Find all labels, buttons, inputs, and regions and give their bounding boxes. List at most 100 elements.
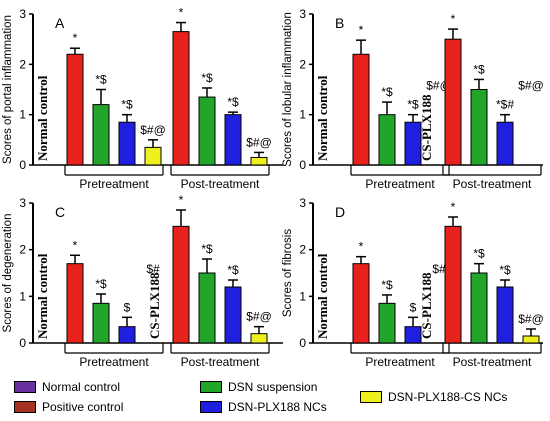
significance-label: *$: [381, 85, 393, 99]
bar: [118, 121, 136, 166]
significance-label: *: [359, 240, 364, 254]
bar: [92, 302, 110, 344]
significance-label: *$: [201, 71, 213, 85]
bar: [496, 286, 514, 344]
significance-label: *: [451, 12, 456, 26]
panel-label: B: [335, 15, 344, 31]
y-tick-label: 1: [299, 289, 306, 303]
significance-label: *$#: [496, 98, 514, 112]
significance-label: $#@: [518, 312, 544, 326]
significance-label: *$: [95, 277, 107, 291]
group-label: Pretreatment: [79, 355, 149, 369]
y-tick-label: 3: [299, 7, 306, 21]
bar: [66, 263, 84, 344]
group-label: Pretreatment: [365, 355, 435, 369]
significance-label: *$: [121, 98, 133, 112]
vertical-annotation: Normal control: [35, 253, 50, 339]
vertical-annotation: Normal control: [35, 75, 50, 161]
y-tick-label: 1: [299, 108, 306, 122]
significance-label: *$: [499, 263, 511, 277]
bar: [224, 114, 242, 166]
significance-label: *: [179, 6, 184, 20]
group-label: Post-treatment: [453, 177, 532, 191]
bar: [172, 31, 190, 166]
y-axis-label: Scores of lobular inflammation: [282, 12, 294, 167]
bar: [66, 53, 84, 166]
significance-label: *: [73, 238, 78, 252]
significance-label: $#@: [246, 135, 272, 149]
bar: [522, 335, 540, 344]
bar: [92, 104, 110, 166]
bar: [444, 38, 462, 166]
bar: [144, 146, 162, 166]
bar: [378, 302, 396, 344]
y-tick-label: 3: [19, 196, 26, 210]
bar: [378, 114, 396, 166]
significance-label: *: [73, 31, 78, 45]
bar: [352, 53, 370, 166]
y-tick-label: 0: [19, 158, 26, 172]
bar: [118, 326, 136, 344]
y-tick-label: 2: [299, 57, 306, 71]
significance-label: *$: [381, 278, 393, 292]
bar: [172, 225, 190, 344]
significance-label: *$: [473, 247, 485, 261]
y-axis-label: Scores of portal inflammation: [2, 15, 14, 164]
panel-a: 0 1 2 3 Scores of portal inflammation A * *$ *$ $…: [2, 6, 283, 191]
bar: [250, 333, 268, 344]
y-tick-label: 3: [19, 7, 26, 21]
bar: [224, 286, 242, 344]
panel-label: A: [55, 15, 65, 31]
vertical-annotation: Normal control: [315, 75, 330, 161]
y-tick-label: 1: [19, 289, 26, 303]
significance-label: *: [179, 193, 184, 207]
significance-label: *$: [473, 62, 485, 76]
group-label: Post-treatment: [181, 355, 260, 369]
bar: [496, 121, 514, 166]
significance-label: $#@: [140, 123, 166, 137]
significance-label: *$: [227, 263, 239, 277]
bar: [444, 225, 462, 344]
significance-label: *: [451, 200, 456, 214]
bar: [470, 272, 488, 344]
y-axis-label: Scores of degeneration: [2, 214, 14, 333]
significance-label: *$: [407, 98, 419, 112]
group-label: Post-treatment: [181, 177, 260, 191]
bar: [198, 96, 216, 166]
significance-label: *$: [227, 95, 239, 109]
vertical-annotation: Normal control: [315, 253, 330, 339]
y-tick-label: 0: [19, 336, 26, 350]
panel-label: C: [55, 204, 65, 220]
panel-c: 0 1 2 3 Scores of degeneration C * *$ $ $# Pretrea…: [2, 193, 283, 369]
panel-d: 0 1 2 3 Scores of fibrosis D * *$ $ $# Pretreatmen…: [282, 196, 544, 369]
bar: [250, 156, 268, 166]
y-tick-label: 2: [19, 243, 26, 257]
significance-label: *$: [201, 242, 213, 256]
y-axis-label: Scores of fibrosis: [282, 229, 294, 317]
vertical-annotation: CS-PLX188: [419, 94, 434, 161]
y-tick-label: 1: [19, 108, 26, 122]
group-label: Pretreatment: [365, 177, 435, 191]
significance-label: $: [410, 300, 417, 314]
bar: [352, 263, 370, 344]
y-tick-label: 3: [299, 196, 306, 210]
group-label: Post-treatment: [453, 355, 532, 369]
significance-label: *: [359, 23, 364, 37]
y-tick-label: 2: [19, 57, 26, 71]
y-tick-label: 0: [299, 336, 306, 350]
group-label: Pretreatment: [79, 177, 149, 191]
vertical-annotation: CS-PLX188: [147, 272, 162, 339]
significance-label: *$: [95, 73, 107, 87]
significance-label: $#@: [518, 79, 544, 93]
panel-label: D: [335, 204, 345, 220]
bar: [470, 89, 488, 166]
y-tick-label: 0: [299, 158, 306, 172]
significance-label: $#: [146, 262, 160, 276]
significance-label: $: [124, 300, 131, 314]
y-tick-label: 2: [299, 243, 306, 257]
bar: [198, 272, 216, 344]
vertical-annotation: CS-PLX188: [419, 272, 434, 339]
significance-label: $#: [432, 262, 446, 276]
